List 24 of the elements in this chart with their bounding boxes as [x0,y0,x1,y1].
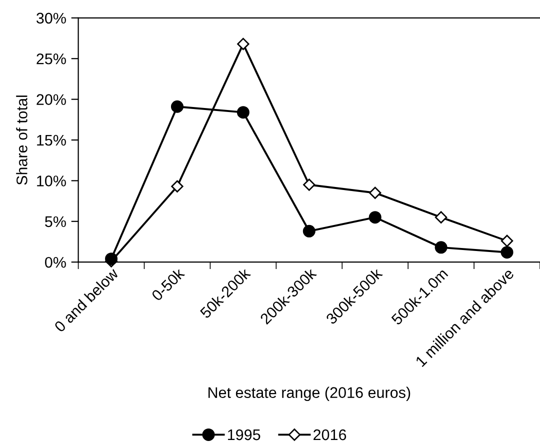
y-tick-label: 30% [36,12,66,24]
y-tick-label: 5% [45,216,66,228]
y-tick-label: 10% [37,176,66,186]
point [171,180,184,192]
x-axis-title: Net estate range (2016 euros) [208,386,410,401]
point [303,178,316,191]
point [170,100,184,113]
y-tick-label: 20% [36,94,66,105]
point [237,38,250,50]
point [500,234,514,248]
point [369,186,382,199]
y-tick-label: 15% [37,134,66,146]
y-axis-title: Share of total [16,96,28,185]
point [368,211,382,224]
point [434,211,448,224]
y-tick-label: 0% [45,256,66,268]
point [302,224,316,238]
legend-label: 2016 [314,429,346,440]
point [434,241,448,254]
point [236,106,250,119]
legend-label: 1995 [228,429,260,440]
point [105,252,118,266]
y-tick-label: 25% [36,53,66,64]
point [500,246,514,259]
